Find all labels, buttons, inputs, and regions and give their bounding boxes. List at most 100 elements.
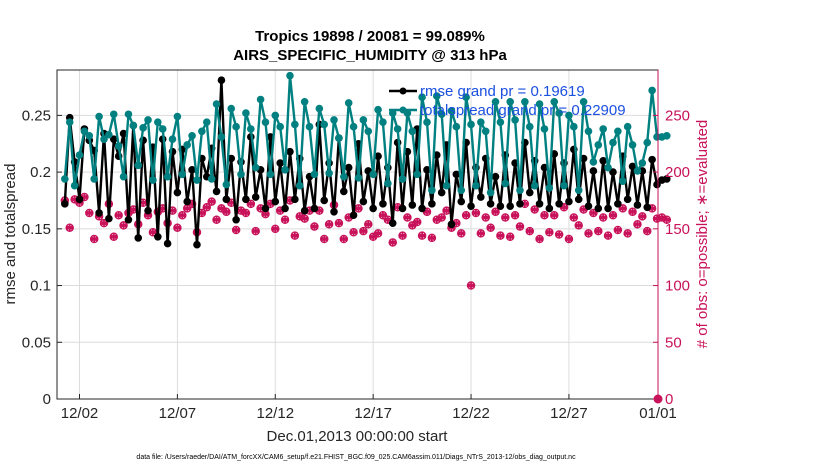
rmse-point bbox=[452, 170, 461, 179]
rmse-point bbox=[388, 219, 397, 227]
totalspread-point bbox=[496, 118, 505, 126]
totalspread-point bbox=[202, 118, 211, 126]
rmse-point bbox=[105, 214, 113, 223]
totalspread-point bbox=[222, 180, 231, 189]
totalspread-point bbox=[237, 170, 245, 179]
rmse-point bbox=[653, 180, 661, 189]
totalspread-point bbox=[467, 120, 475, 129]
obs-evaluated-point bbox=[555, 230, 563, 239]
totalspread-point bbox=[349, 122, 358, 131]
rmse-point bbox=[457, 197, 466, 206]
x-tick-label: 12/27 bbox=[550, 405, 588, 422]
rmse-point bbox=[95, 209, 103, 217]
rmse-point bbox=[447, 220, 456, 229]
y2-tick-label: 0 bbox=[665, 391, 673, 408]
y2-tick-label: 250 bbox=[665, 107, 690, 124]
rmse-point bbox=[604, 204, 612, 213]
totalspread-point bbox=[90, 175, 98, 183]
y2-tick-label: 200 bbox=[665, 164, 690, 181]
obs-evaluated-point bbox=[349, 228, 358, 237]
totalspread-point bbox=[570, 122, 578, 131]
obs-evaluated-point bbox=[85, 209, 94, 217]
x-tick-label: 12/22 bbox=[452, 405, 490, 422]
rmse-point bbox=[330, 208, 338, 216]
obs-evaluated-point bbox=[212, 215, 221, 224]
series-layer bbox=[60, 71, 672, 404]
obs-evaluated-point bbox=[472, 209, 480, 217]
totalspread-point bbox=[550, 97, 559, 106]
totalspread-point bbox=[212, 100, 221, 108]
chart-title-line2: AIRS_SPECIFIC_HUMIDITY @ 313 hPa bbox=[233, 47, 507, 64]
totalspread-point bbox=[70, 181, 79, 190]
rmse-point bbox=[506, 202, 514, 210]
x-tick-label: 01/01 bbox=[639, 405, 677, 422]
rmse-point bbox=[643, 203, 652, 212]
totalspread-point bbox=[100, 135, 108, 144]
rmse-point bbox=[599, 156, 607, 165]
totalspread-point bbox=[432, 92, 441, 100]
totalspread-point bbox=[574, 186, 583, 195]
totalspread-point bbox=[80, 127, 89, 136]
totalspread-point bbox=[207, 175, 216, 183]
rmse-point bbox=[663, 175, 671, 183]
rmse-point bbox=[467, 202, 475, 210]
x-tick-label: 12/12 bbox=[257, 405, 295, 422]
obs-evaluated-point bbox=[584, 229, 593, 238]
rmse-point bbox=[75, 195, 84, 204]
obs-evaluated-point bbox=[183, 204, 191, 213]
y-tick-label: 0.25 bbox=[22, 107, 51, 124]
rmse-point bbox=[188, 166, 196, 174]
rmse-point bbox=[486, 200, 495, 208]
totalspread-point bbox=[614, 127, 622, 136]
totalspread-point bbox=[105, 130, 113, 139]
obs-evaluated-point bbox=[599, 213, 607, 222]
totalspread-point bbox=[599, 125, 607, 133]
obs-evaluated-point bbox=[540, 211, 549, 220]
rmse-point bbox=[428, 200, 436, 208]
obs-evaluated-point bbox=[178, 211, 187, 220]
rmse-point bbox=[614, 200, 622, 208]
totalspread-point bbox=[232, 122, 240, 131]
rmse-point bbox=[477, 193, 485, 201]
totalspread-point bbox=[339, 172, 348, 181]
totalspread-point bbox=[163, 172, 172, 181]
totalspread-point bbox=[511, 116, 519, 124]
rmse-point bbox=[545, 204, 554, 213]
obs-evaluated-point bbox=[291, 231, 299, 240]
obs-evaluated-point bbox=[496, 231, 505, 240]
rmse-point bbox=[633, 201, 642, 209]
totalspread-point bbox=[364, 127, 373, 136]
totalspread-point bbox=[251, 163, 260, 172]
obs-evaluated-point bbox=[604, 231, 612, 240]
rmse-point bbox=[251, 193, 260, 201]
totalspread-point bbox=[447, 107, 456, 115]
rmse-point bbox=[594, 204, 603, 213]
rmse-point bbox=[154, 232, 162, 241]
totalspread-point bbox=[300, 97, 309, 106]
obs-evaluated-point bbox=[388, 238, 397, 247]
obs-evaluated-point bbox=[550, 211, 559, 220]
axes: 12/02 12/07 12/12 12/17 12/22 12/27 01/0100.05… bbox=[22, 70, 690, 422]
totalspread-point bbox=[560, 181, 568, 190]
obs-evaluated-point bbox=[359, 227, 368, 235]
obs-evaluated-point bbox=[633, 220, 642, 229]
obs-evaluated-point bbox=[119, 221, 128, 230]
rmse-point bbox=[300, 206, 309, 215]
totalspread-point bbox=[462, 93, 470, 102]
totalspread-point bbox=[335, 134, 343, 142]
totalspread-point bbox=[325, 169, 333, 178]
obs-evaluated-point bbox=[477, 229, 485, 238]
x-tick-label: 12/02 bbox=[61, 405, 99, 422]
totalspread-point bbox=[452, 122, 461, 131]
totalspread-point bbox=[535, 100, 544, 108]
totalspread-point bbox=[516, 186, 524, 195]
rmse-point bbox=[173, 188, 182, 197]
obs-evaluated-point bbox=[457, 229, 466, 238]
totalspread-point bbox=[643, 138, 652, 147]
rmse-line bbox=[63, 78, 668, 246]
totalspread-point bbox=[579, 97, 588, 106]
totalspread-point bbox=[428, 186, 436, 195]
obs-evaluated-point bbox=[609, 211, 617, 220]
rmse-point bbox=[535, 200, 544, 208]
